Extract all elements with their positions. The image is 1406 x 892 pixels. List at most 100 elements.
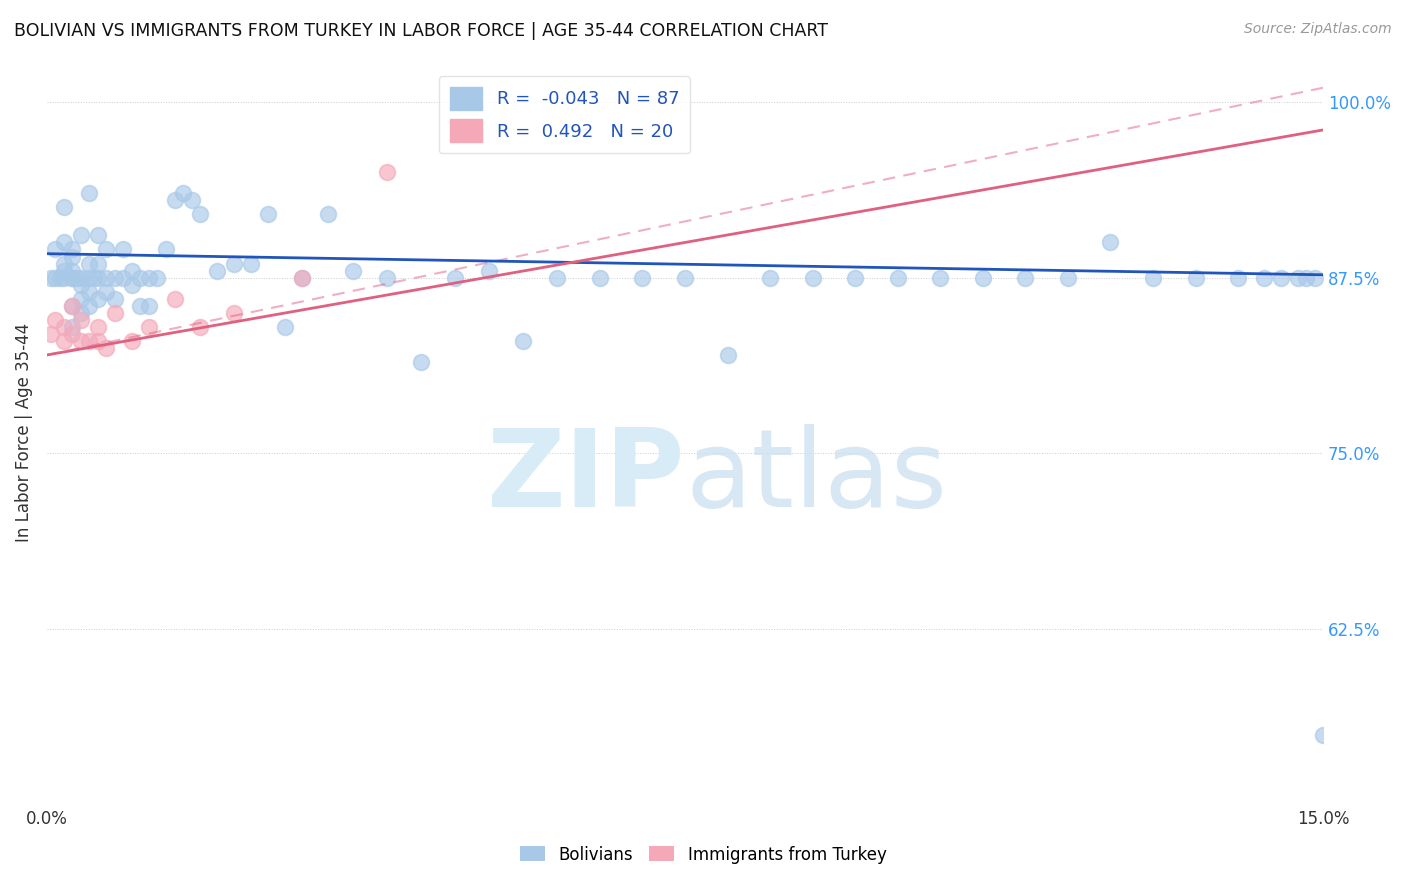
Point xyxy=(478,263,501,277)
Point xyxy=(411,355,433,369)
Point xyxy=(39,326,62,341)
Point xyxy=(52,263,75,277)
Point xyxy=(87,228,110,243)
Point xyxy=(257,207,280,221)
Point xyxy=(205,263,228,277)
Point xyxy=(52,319,75,334)
Point xyxy=(52,334,75,348)
Point xyxy=(222,306,245,320)
Point xyxy=(188,207,211,221)
Point xyxy=(172,186,194,201)
Point xyxy=(1295,270,1317,285)
Point xyxy=(1227,270,1250,285)
Point xyxy=(844,270,866,285)
Point xyxy=(87,292,110,306)
Point xyxy=(79,270,101,285)
Point xyxy=(62,243,84,257)
Point xyxy=(112,270,135,285)
Point xyxy=(70,270,93,285)
Point xyxy=(62,326,84,341)
Point xyxy=(70,313,93,327)
Point xyxy=(44,270,66,285)
Point xyxy=(375,165,398,179)
Point xyxy=(546,270,568,285)
Point xyxy=(87,319,110,334)
Point xyxy=(104,292,127,306)
Point xyxy=(70,228,93,243)
Text: atlas: atlas xyxy=(685,424,948,530)
Point xyxy=(316,207,339,221)
Point xyxy=(375,270,398,285)
Point xyxy=(79,186,101,201)
Point xyxy=(79,256,101,270)
Point xyxy=(112,243,135,257)
Point xyxy=(79,285,101,299)
Point xyxy=(129,270,152,285)
Point xyxy=(87,270,110,285)
Point xyxy=(52,256,75,270)
Point xyxy=(62,263,84,277)
Point xyxy=(673,270,696,285)
Point xyxy=(759,270,782,285)
Point xyxy=(274,319,297,334)
Point xyxy=(1312,728,1334,742)
Point xyxy=(240,256,263,270)
Point xyxy=(62,270,84,285)
Point xyxy=(62,299,84,313)
Text: BOLIVIAN VS IMMIGRANTS FROM TURKEY IN LABOR FORCE | AGE 35-44 CORRELATION CHART: BOLIVIAN VS IMMIGRANTS FROM TURKEY IN LA… xyxy=(14,22,828,40)
Point xyxy=(121,263,143,277)
Point xyxy=(155,243,177,257)
Point xyxy=(180,194,202,208)
Point xyxy=(121,334,143,348)
Y-axis label: In Labor Force | Age 35-44: In Labor Force | Age 35-44 xyxy=(15,323,32,542)
Point xyxy=(121,277,143,292)
Point xyxy=(44,243,66,257)
Point xyxy=(62,270,84,285)
Point xyxy=(972,270,994,285)
Point xyxy=(96,270,118,285)
Point xyxy=(589,270,612,285)
Point xyxy=(1303,270,1326,285)
Point xyxy=(48,270,70,285)
Point xyxy=(222,256,245,270)
Point xyxy=(163,292,186,306)
Point xyxy=(342,263,364,277)
Point xyxy=(444,270,467,285)
Point xyxy=(801,270,824,285)
Point xyxy=(716,348,738,362)
Point xyxy=(104,270,127,285)
Point xyxy=(138,299,160,313)
Point xyxy=(62,319,84,334)
Point xyxy=(96,285,118,299)
Point xyxy=(66,270,89,285)
Point xyxy=(70,306,93,320)
Point xyxy=(138,319,160,334)
Point xyxy=(79,334,101,348)
Point xyxy=(62,299,84,313)
Legend: Bolivians, Immigrants from Turkey: Bolivians, Immigrants from Turkey xyxy=(513,839,893,871)
Point xyxy=(83,270,105,285)
Point xyxy=(52,270,75,285)
Point xyxy=(512,334,534,348)
Point xyxy=(1057,270,1080,285)
Point xyxy=(96,341,118,355)
Point xyxy=(1014,270,1036,285)
Point xyxy=(1253,270,1275,285)
Point xyxy=(291,270,314,285)
Point xyxy=(291,270,314,285)
Point xyxy=(52,200,75,214)
Point xyxy=(70,292,93,306)
Point xyxy=(1099,235,1122,250)
Text: Source: ZipAtlas.com: Source: ZipAtlas.com xyxy=(1244,22,1392,37)
Point xyxy=(188,319,211,334)
Point xyxy=(70,334,93,348)
Point xyxy=(96,243,118,257)
Point xyxy=(129,299,152,313)
Point xyxy=(70,277,93,292)
Point xyxy=(1184,270,1206,285)
Point xyxy=(1286,270,1309,285)
Point xyxy=(1142,270,1164,285)
Text: ZIP: ZIP xyxy=(486,424,685,530)
Point xyxy=(44,313,66,327)
Point xyxy=(87,256,110,270)
